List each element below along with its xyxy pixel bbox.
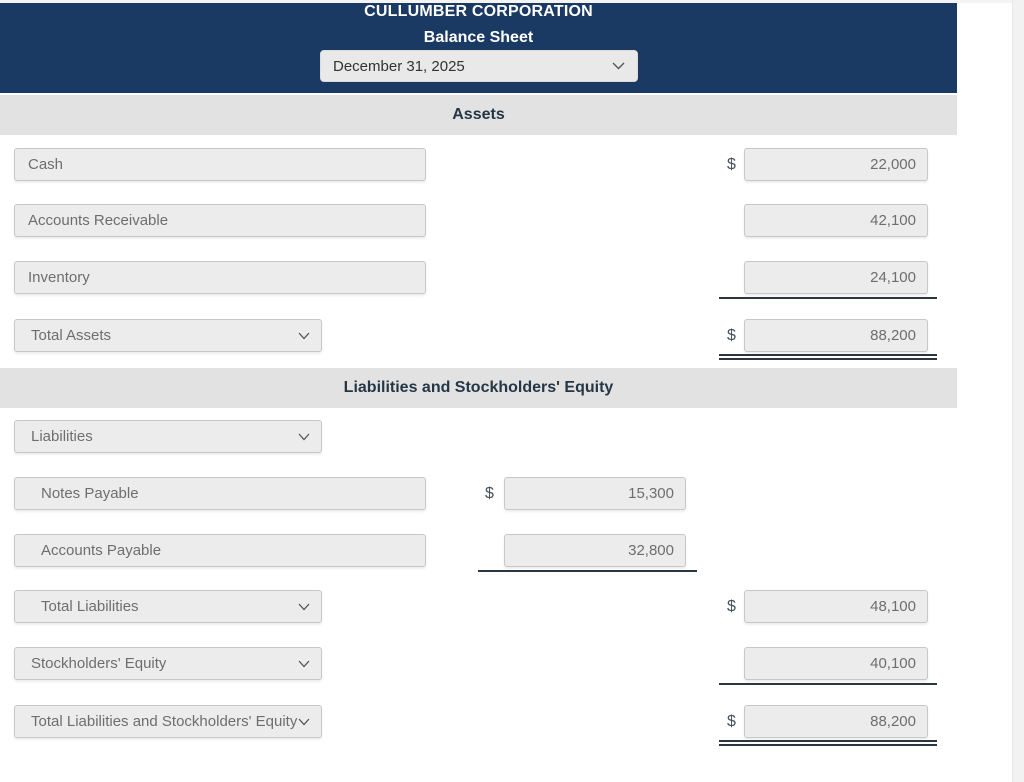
row-accounts-payable [0, 534, 957, 578]
dollar-sign: $ [727, 713, 736, 730]
total-liabilities-select[interactable]: Total Liabilities [14, 590, 322, 623]
date-select[interactable]: December 31, 2025 [320, 50, 638, 82]
accounts-payable-label-input[interactable] [14, 534, 426, 567]
accounts-receivable-amount-cell [719, 204, 937, 241]
total-assets-select[interactable]: Total Assets [14, 319, 322, 352]
section-header-assets: Assets [0, 95, 957, 135]
total-liabilities-and-equity-select[interactable]: Total Liabilities and Stockholders' Equi… [14, 705, 322, 738]
total-liabilities-and-equity-select-value: Total Liabilities and Stockholders' Equi… [31, 713, 298, 730]
total-liabilities-and-equity-amount-input[interactable] [744, 705, 928, 738]
chevron-down-icon [298, 718, 310, 725]
section-header-liabilities-equity-label: Liabilities and Stockholders' Equity [343, 379, 614, 396]
dollar-sign: $ [727, 598, 736, 615]
dollar-sign: $ [485, 485, 494, 502]
statement-title: Balance Sheet [423, 29, 534, 46]
chevron-down-icon [298, 332, 310, 339]
page-top-strip [0, 0, 1024, 3]
cash-amount-input[interactable] [744, 148, 928, 181]
inventory-amount-cell [719, 261, 937, 299]
date-select-value: December 31, 2025 [333, 57, 465, 75]
notes-payable-amount-input[interactable] [504, 477, 686, 510]
liabilities-select[interactable]: Liabilities [14, 420, 322, 453]
cash-amount-cell: $ [719, 148, 937, 185]
statement-header: CULLUMBER CORPORATION Balance Sheet Dece… [0, 3, 957, 93]
row-total-assets: Total Assets $ [0, 319, 957, 363]
section-header-liabilities-equity: Liabilities and Stockholders' Equity [0, 368, 957, 408]
scrollbar-track[interactable] [1012, 0, 1024, 782]
row-stockholders-equity: Stockholders' Equity [0, 647, 957, 691]
total-liabilities-select-value: Total Liabilities [41, 598, 139, 615]
accounts-payable-amount-input[interactable] [504, 534, 686, 567]
total-liabilities-and-equity-amount-cell: $ [719, 705, 937, 746]
stockholders-equity-amount-cell [719, 647, 937, 685]
row-cash: $ [0, 148, 957, 192]
total-assets-amount-cell: $ [719, 319, 937, 360]
stockholders-equity-select[interactable]: Stockholders' Equity [14, 647, 322, 680]
company-title: CULLUMBER CORPORATION [364, 3, 593, 20]
stockholders-equity-amount-input[interactable] [744, 647, 928, 680]
row-total-liabilities: Total Liabilities $ [0, 590, 957, 634]
total-assets-select-value: Total Assets [31, 327, 112, 344]
chevron-down-icon [298, 660, 310, 667]
dollar-sign: $ [727, 156, 736, 173]
accounts-payable-amount-cell [478, 534, 697, 572]
row-liabilities: Liabilities [0, 420, 957, 464]
inventory-amount-input[interactable] [744, 261, 928, 294]
section-header-assets-label: Assets [452, 106, 505, 123]
dollar-sign: $ [727, 327, 736, 344]
total-liabilities-amount-input[interactable] [744, 590, 928, 623]
total-assets-amount-input[interactable] [744, 319, 928, 352]
stockholders-equity-select-value: Stockholders' Equity [31, 655, 167, 672]
accounts-receivable-label-input[interactable] [14, 204, 426, 237]
chevron-down-icon [612, 62, 625, 70]
row-notes-payable: $ [0, 477, 957, 521]
accounts-receivable-amount-input[interactable] [744, 204, 928, 237]
chevron-down-icon [298, 603, 310, 610]
chevron-down-icon [298, 433, 310, 440]
liabilities-select-value: Liabilities [31, 428, 93, 445]
notes-payable-amount-cell: $ [478, 477, 697, 514]
inventory-label-input[interactable] [14, 261, 426, 294]
row-total-liabilities-and-equity: Total Liabilities and Stockholders' Equi… [0, 705, 957, 749]
notes-payable-label-input[interactable] [14, 477, 426, 510]
total-liabilities-amount-cell: $ [719, 590, 937, 627]
cash-label-input[interactable] [14, 148, 426, 181]
row-accounts-receivable [0, 204, 957, 248]
row-inventory [0, 261, 957, 305]
